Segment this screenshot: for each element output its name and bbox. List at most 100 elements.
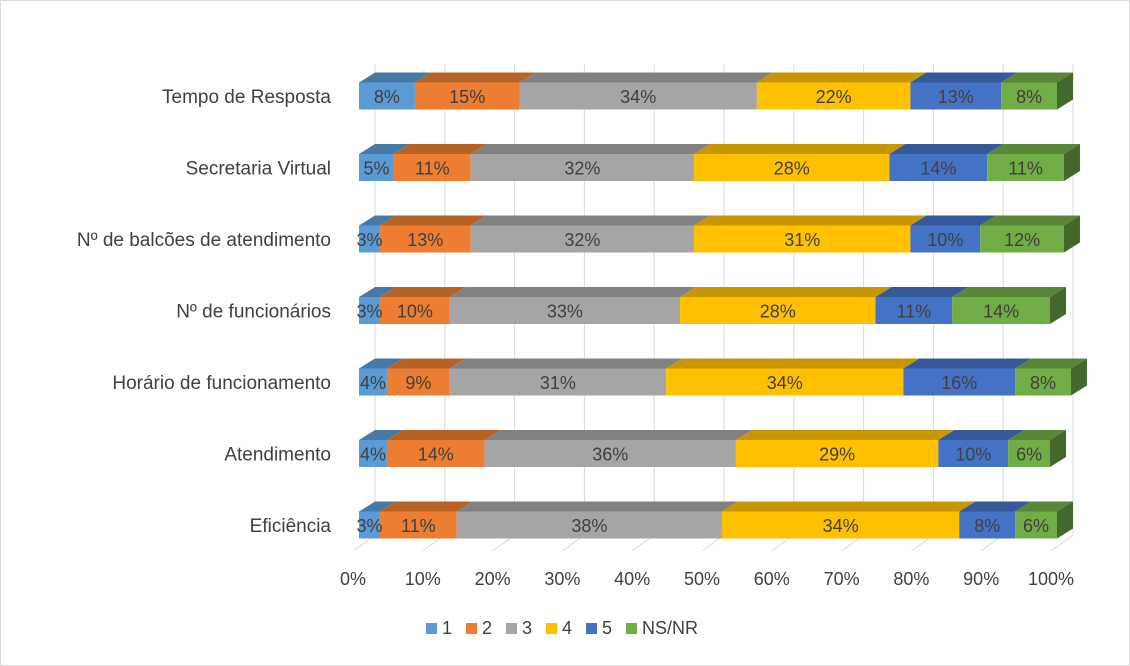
data-label: 10% xyxy=(397,302,433,322)
bar-segment xyxy=(903,358,1032,396)
data-label: 34% xyxy=(767,373,803,393)
data-label: 4% xyxy=(360,373,386,393)
bar-segment xyxy=(379,501,473,539)
bar-segment xyxy=(1008,430,1067,467)
data-label: 3% xyxy=(356,230,382,250)
category-label: Tempo de Resposta xyxy=(162,87,331,108)
legend: 1 2 3 4 5 NS/NR xyxy=(426,618,698,638)
legend-swatch xyxy=(626,623,637,634)
legend-item: 5 xyxy=(586,618,612,638)
legend-swatch xyxy=(426,623,437,634)
data-label: 5% xyxy=(363,159,389,179)
bar-segment xyxy=(359,430,403,467)
data-label: 9% xyxy=(405,373,431,393)
bar-segment xyxy=(952,287,1067,324)
data-label: 6% xyxy=(1023,516,1049,536)
data-label: 11% xyxy=(897,302,932,322)
data-label: 13% xyxy=(407,230,443,250)
bar-segment xyxy=(910,215,997,253)
data-label: 11% xyxy=(1008,159,1043,179)
legend-label: 1 xyxy=(442,618,452,638)
floor-gridline xyxy=(1050,534,1074,552)
bar-segment xyxy=(1015,358,1087,396)
bar-segment xyxy=(470,144,711,181)
category-label: Atendimento xyxy=(224,445,331,466)
bar-segment xyxy=(393,144,487,181)
category-label: Nº de funcionários xyxy=(176,302,331,323)
bar-segment xyxy=(694,215,927,253)
x-tick-label: 40% xyxy=(614,569,650,589)
legend-label: 4 xyxy=(562,618,572,638)
data-label: 8% xyxy=(974,516,1000,536)
bar-segment xyxy=(959,501,1032,539)
data-label: 36% xyxy=(592,445,628,465)
bar-segment xyxy=(449,358,683,396)
bar-segment xyxy=(359,501,396,539)
data-label: 4% xyxy=(360,445,386,465)
bar-segment xyxy=(666,358,920,396)
x-tick-label: 60% xyxy=(754,569,790,589)
bar-segment xyxy=(938,430,1025,467)
bar-segment xyxy=(1001,72,1073,110)
data-label: 29% xyxy=(819,445,855,465)
data-label: 34% xyxy=(620,87,656,107)
legend-item: 2 xyxy=(466,618,492,638)
data-label: 13% xyxy=(938,87,974,107)
category-label: Horário de funcionamento xyxy=(112,373,331,394)
category-label: Eficiência xyxy=(250,516,332,537)
bar-segment xyxy=(910,72,1018,110)
bar-segment xyxy=(379,215,487,253)
x-tick-label: 20% xyxy=(475,569,511,589)
bar-segment xyxy=(386,430,501,467)
bar-segment xyxy=(987,144,1080,181)
legend-item: 3 xyxy=(506,618,532,638)
data-label: 14% xyxy=(983,302,1019,322)
legend-label: 3 xyxy=(522,618,532,638)
bar-segment xyxy=(980,215,1080,253)
data-label: 3% xyxy=(356,302,382,322)
data-label: 3% xyxy=(356,516,382,536)
data-label: 14% xyxy=(418,445,454,465)
data-label: 34% xyxy=(823,516,859,536)
data-label: 31% xyxy=(540,373,576,393)
bar-segment xyxy=(379,287,466,324)
legend-label: 5 xyxy=(602,618,612,638)
data-label: 8% xyxy=(1016,87,1042,107)
x-tick-label: 10% xyxy=(405,569,441,589)
bar-segment xyxy=(470,215,711,253)
data-label: 32% xyxy=(564,159,600,179)
legend-item: NS/NR xyxy=(626,618,698,638)
data-label: 15% xyxy=(449,87,485,107)
legend-swatch xyxy=(546,623,557,634)
bar-segment xyxy=(484,430,752,467)
data-label: 10% xyxy=(927,230,963,250)
data-label: 16% xyxy=(941,373,977,393)
bar-segment xyxy=(359,215,396,253)
legend-label: NS/NR xyxy=(642,618,698,638)
bar-segment xyxy=(449,287,697,324)
bar-segment xyxy=(519,72,773,110)
bar-segment xyxy=(359,144,410,181)
legend-swatch xyxy=(466,623,477,634)
x-tick-label: 0% xyxy=(340,569,366,589)
bars xyxy=(359,72,1087,539)
bar-segment xyxy=(694,144,906,181)
x-axis-ticks: 0% 10% 20% 30% 40% 50% 60% 70% 80% 90% 100% xyxy=(340,569,1074,589)
data-label: 8% xyxy=(1030,373,1056,393)
bar-segment xyxy=(359,72,431,110)
data-label: 38% xyxy=(571,516,607,536)
data-label: 12% xyxy=(1004,230,1040,250)
bar-segment xyxy=(680,287,892,324)
bar-segment xyxy=(414,72,536,110)
legend-label: 2 xyxy=(482,618,492,638)
x-tick-label: 70% xyxy=(824,569,860,589)
bar-segment xyxy=(875,287,969,324)
bar-segment xyxy=(386,358,466,396)
legend-swatch xyxy=(506,623,517,634)
x-tick-label: 80% xyxy=(893,569,929,589)
bar-segment xyxy=(456,501,738,539)
category-label: Secretaria Virtual xyxy=(186,159,331,180)
data-label: 8% xyxy=(374,87,400,107)
legend-swatch xyxy=(586,623,597,634)
